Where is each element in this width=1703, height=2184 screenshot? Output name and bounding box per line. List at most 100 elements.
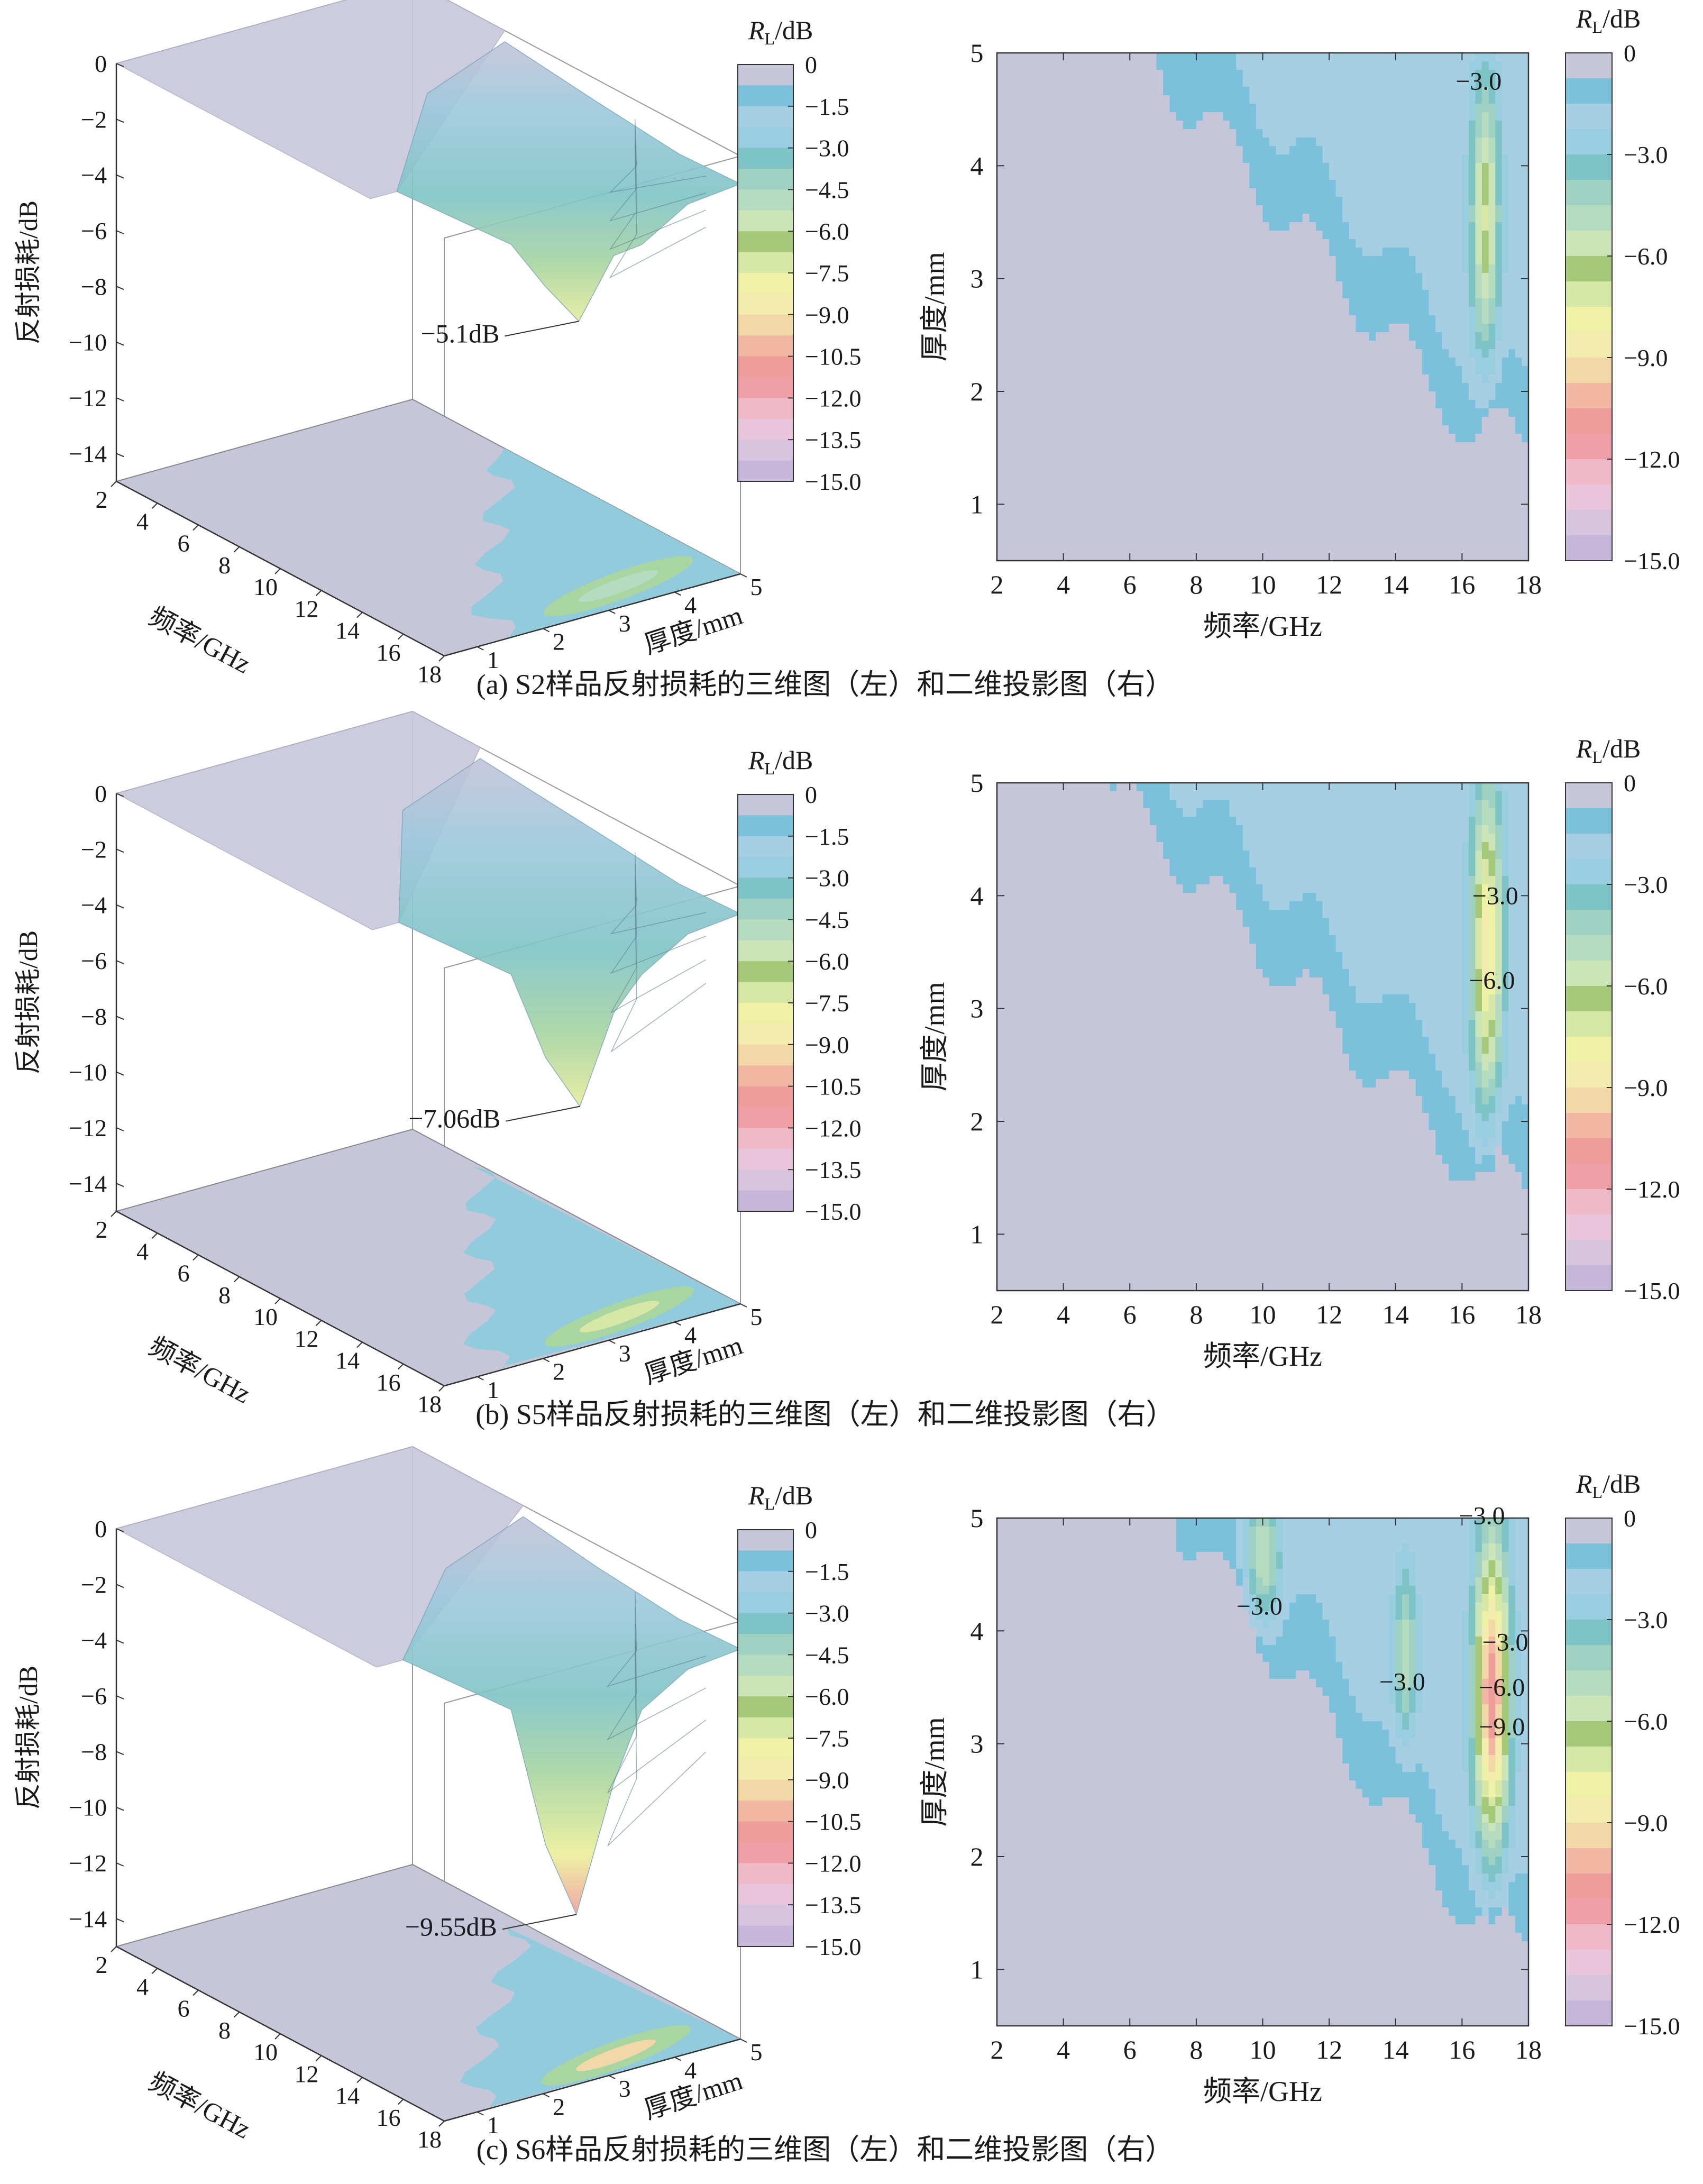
- contour-cell: [1435, 239, 1443, 248]
- contour-cell: [1495, 535, 1503, 544]
- contour-cell: [1223, 61, 1230, 70]
- contour-cell: [1210, 442, 1217, 451]
- contour-cell: [1522, 366, 1529, 375]
- contour-cell: [1349, 366, 1356, 375]
- contour-cell: [1435, 468, 1443, 477]
- contour-cell: [1030, 468, 1037, 477]
- colorbar-3d-swatch: [738, 116, 793, 127]
- contour-cell: [1229, 70, 1237, 79]
- contour-cell: [1283, 366, 1290, 375]
- contour-cell: [1382, 281, 1389, 290]
- contour-cell: [997, 468, 1004, 477]
- contour-cell: [1070, 544, 1077, 553]
- contour-cell: [1296, 493, 1303, 502]
- contour-cell: [1143, 468, 1150, 477]
- contour-cell: [1309, 374, 1316, 383]
- contour-cell: [1283, 434, 1290, 443]
- contour-cell: [1395, 154, 1403, 163]
- contour-cell: [1057, 112, 1064, 121]
- contour-cell: [1189, 383, 1197, 392]
- contour-cell: [1449, 171, 1456, 180]
- contour-cell: [1203, 315, 1210, 324]
- contour-cell: [1335, 408, 1343, 417]
- contour-cell: [1163, 197, 1170, 206]
- contour-cell: [1256, 248, 1263, 257]
- contour-cell: [1262, 180, 1270, 189]
- contour-cell: [1017, 61, 1024, 70]
- contour-cell: [1296, 510, 1303, 519]
- contour-cell: [997, 349, 1004, 358]
- contour-cell: [1335, 146, 1343, 155]
- contour-cell: [1362, 138, 1370, 147]
- contour-cell: [1296, 231, 1303, 240]
- contour-cell: [1515, 290, 1523, 299]
- contour-cell: [1442, 222, 1449, 231]
- contour-cell: [1110, 163, 1117, 172]
- contour-cell: [1176, 374, 1184, 383]
- contour-cell: [1063, 493, 1070, 502]
- contour-cell: [1143, 434, 1150, 443]
- contour-cell: [1362, 61, 1370, 70]
- contour-cell: [1176, 138, 1184, 147]
- contour-cell: [1322, 535, 1330, 544]
- contour-cell: [1063, 104, 1070, 113]
- contour-cell: [1335, 544, 1343, 553]
- contour-cell: [1408, 188, 1416, 197]
- contour-cell: [1037, 121, 1044, 130]
- contour-cell: [997, 391, 1004, 400]
- contour-cell: [1143, 61, 1150, 70]
- contour-cell: [1415, 138, 1423, 147]
- contour-cell: [997, 104, 1004, 113]
- contour-cell: [1289, 112, 1296, 121]
- contour-cell: [1236, 434, 1243, 443]
- contour-cell: [1183, 70, 1190, 79]
- contour-cell: [1402, 281, 1409, 290]
- contour-cell: [1203, 552, 1210, 561]
- colorbar-2d-swatch: [1565, 269, 1612, 282]
- contour-cell: [1309, 535, 1316, 544]
- contour-cell: [1156, 129, 1164, 138]
- contour-cell: [1468, 417, 1476, 426]
- contour-cell: [1110, 104, 1117, 113]
- contour-cell: [1522, 78, 1529, 87]
- contour-cell: [1495, 53, 1503, 62]
- contour-cell: [1256, 383, 1263, 392]
- contour-cell: [1283, 358, 1290, 367]
- contour-cell: [1429, 476, 1436, 485]
- contour-cell: [1236, 281, 1243, 290]
- contour-cell: [1415, 95, 1423, 104]
- colorbar-3d-swatch: [738, 450, 793, 461]
- contour-cell: [1189, 544, 1197, 553]
- contour-cell: [1283, 527, 1290, 536]
- contour-cell: [1003, 442, 1011, 451]
- contour-cell: [1089, 298, 1097, 307]
- contour-cell: [1130, 434, 1137, 443]
- contour-cell: [1030, 70, 1037, 79]
- contour-cell: [1123, 468, 1130, 477]
- contour-cell: [1223, 510, 1230, 519]
- contour-cell: [1249, 138, 1257, 147]
- contour-cell: [1408, 70, 1416, 79]
- contour-cell: [1475, 104, 1482, 113]
- contour-cell: [1189, 510, 1197, 519]
- contour-cell: [1415, 231, 1423, 240]
- contour-cell: [1442, 78, 1449, 87]
- contour-cell: [1302, 290, 1310, 299]
- contour-cell: [1482, 163, 1489, 172]
- contour-cell: [1176, 214, 1184, 223]
- contour-cell: [1223, 425, 1230, 434]
- colorbar-3d-swatch: [738, 294, 793, 305]
- contour-cell: [1149, 332, 1157, 341]
- contour-cell: [1017, 366, 1024, 375]
- contour-cell: [1103, 383, 1111, 392]
- contour-cell: [1123, 138, 1130, 147]
- contour-cell: [1335, 188, 1343, 197]
- contour-cell: [1050, 358, 1057, 367]
- contour-cell: [1189, 104, 1197, 113]
- contour-cell: [1501, 298, 1509, 307]
- contour-cell: [1043, 197, 1051, 206]
- contour-cell: [1216, 425, 1223, 434]
- contour-cell: [1376, 70, 1383, 79]
- contour-cell: [1429, 239, 1436, 248]
- contour-cell: [1023, 222, 1031, 231]
